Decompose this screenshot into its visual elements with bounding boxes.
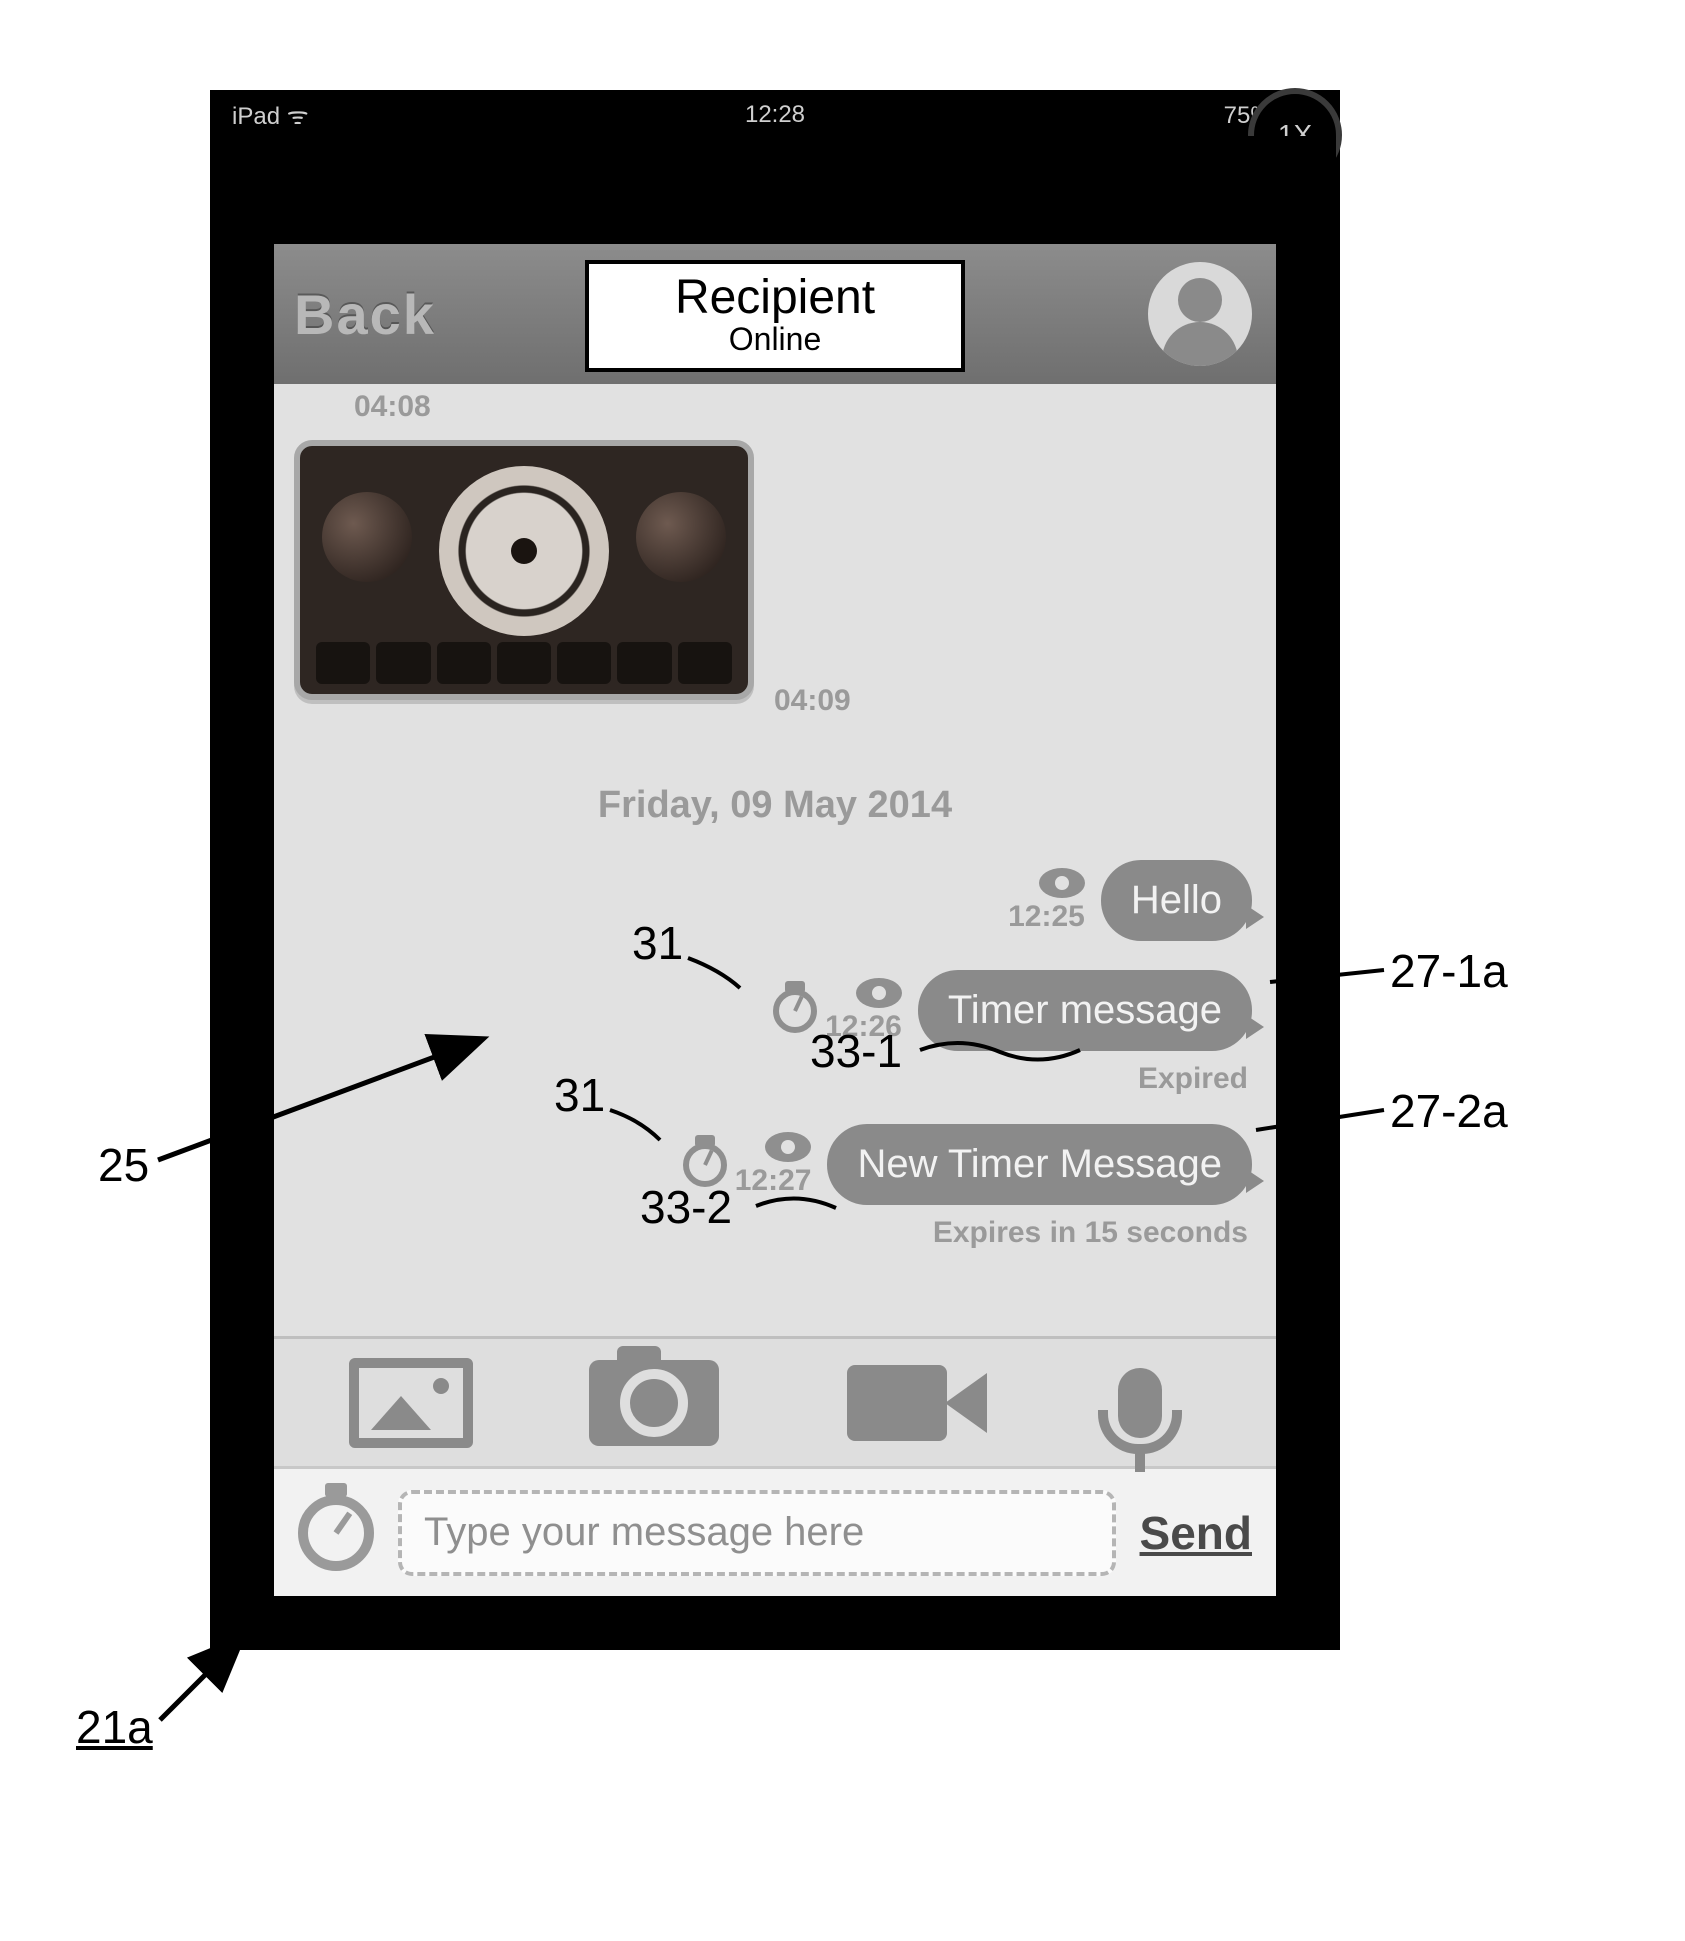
microphone-icon: [1118, 1368, 1162, 1438]
recipient-status: Online: [597, 321, 953, 358]
avatar-head: [1178, 278, 1222, 322]
back-button[interactable]: Back: [294, 282, 436, 347]
recipient-title-box: Recipient Online: [585, 260, 965, 372]
annotation-27-2a: 27-2a: [1390, 1084, 1508, 1138]
timestamp-0408: 04:08: [354, 390, 431, 424]
timestamp-1227: 12:27: [735, 1164, 812, 1198]
bezel-band: [214, 136, 1336, 244]
media-buttons: [316, 642, 732, 684]
annotation-31b: 31: [554, 1068, 605, 1122]
status-expired: Expired: [1138, 1062, 1248, 1096]
attachment-toolbar: [274, 1336, 1276, 1466]
gallery-button[interactable]: [341, 1355, 481, 1451]
message-bubble-timer[interactable]: Timer message: [918, 970, 1252, 1051]
statusbar-left: iPad ᯤ: [232, 99, 309, 132]
video-icon: [847, 1365, 947, 1441]
mic-button[interactable]: [1070, 1355, 1210, 1451]
app-screen: Back Recipient Online 04:08: [274, 244, 1276, 1596]
annotation-33-2: 33-2: [640, 1180, 732, 1234]
message-meta-1: 12:25: [1008, 868, 1085, 934]
status-expires-in: Expires in 15 seconds: [933, 1216, 1248, 1250]
timestamp-1225: 12:25: [1008, 900, 1085, 934]
timer-button[interactable]: [298, 1495, 374, 1571]
message-row-3: 12:27 New Timer Message: [683, 1124, 1252, 1205]
media-attachment[interactable]: [294, 440, 754, 700]
figure-frame: iPad ᯤ 12:28 75% ▮▮▯ 1X Back Recipient O…: [210, 90, 1340, 1650]
annotation-27-1a: 27-1a: [1390, 944, 1508, 998]
annotation-31a: 31: [632, 916, 683, 970]
message-row-1: 12:25 Hello: [1008, 860, 1252, 941]
read-icon: [856, 978, 902, 1008]
statusbar-time: 12:28: [214, 101, 1336, 129]
annotation-33-1: 33-1: [810, 1024, 902, 1078]
message-bubble-newtimer[interactable]: New Timer Message: [827, 1124, 1252, 1205]
timestamp-0409: 04:09: [774, 684, 851, 718]
date-separator: Friday, 09 May 2014: [274, 784, 1276, 827]
annotation-25: 25: [98, 1138, 149, 1192]
message-bubble-hello[interactable]: Hello: [1101, 860, 1252, 941]
read-icon: [1039, 868, 1085, 898]
gallery-icon: [349, 1358, 473, 1448]
chat-header: Back Recipient Online: [274, 244, 1276, 384]
camera-button[interactable]: [584, 1355, 724, 1451]
avatar-body: [1162, 322, 1238, 366]
device-bezel: iPad ᯤ 12:28 75% ▮▮▯ 1X Back Recipient O…: [214, 94, 1336, 1646]
message-input[interactable]: Type your message here: [398, 1490, 1116, 1576]
avatar[interactable]: [1148, 262, 1252, 366]
knob-right: [636, 492, 726, 582]
message-feed[interactable]: 04:08 04:09 Friday, 09 May 2014 12:25: [274, 384, 1276, 1336]
knob-left: [322, 492, 412, 582]
message-meta-3: 12:27: [735, 1132, 812, 1198]
compose-bar: Type your message here Send: [274, 1466, 1276, 1596]
camera-icon: [589, 1360, 719, 1446]
send-button[interactable]: Send: [1140, 1506, 1252, 1560]
status-bar: iPad ᯤ 12:28 75% ▮▮▯: [214, 94, 1336, 136]
annotation-21a: 21a: [76, 1700, 153, 1754]
disc-icon: [439, 466, 609, 636]
read-icon: [765, 1132, 811, 1162]
recipient-name: Recipient: [597, 270, 953, 325]
video-button[interactable]: [827, 1355, 967, 1451]
